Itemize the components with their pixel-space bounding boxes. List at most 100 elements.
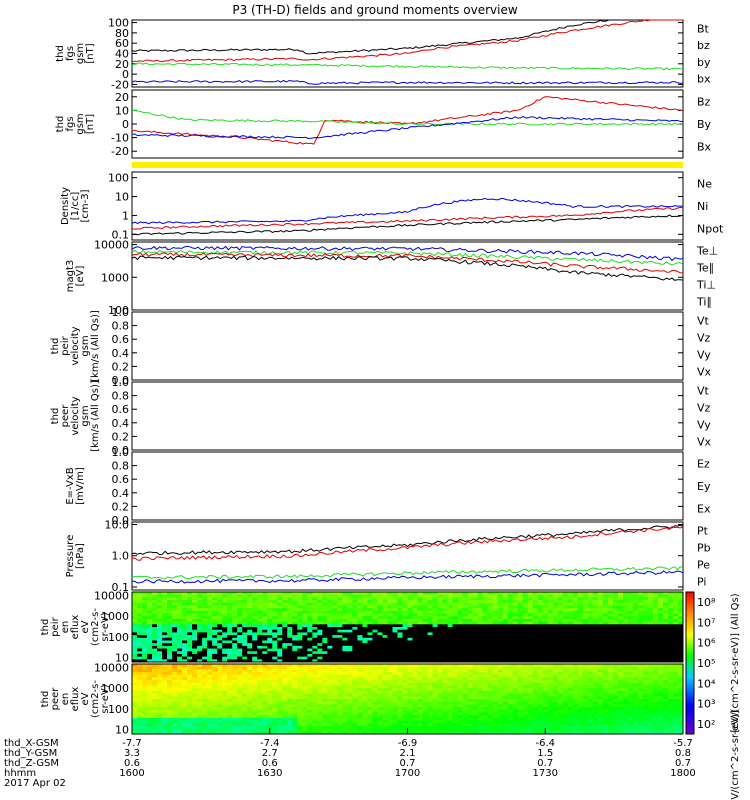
heat-cell (192, 632, 198, 636)
heat-cell (427, 651, 434, 655)
heat-cell (197, 616, 203, 620)
heat-cell (177, 725, 183, 730)
heat-cell (407, 693, 414, 697)
heat-cell (537, 605, 544, 609)
heat-cell (347, 602, 353, 606)
heat-cell (162, 648, 168, 652)
heat-cell (407, 632, 414, 636)
heat-cell (177, 643, 183, 647)
heat-cell (402, 725, 408, 730)
heat-cell (202, 704, 208, 708)
heat-cell (342, 680, 348, 684)
heat-cell (257, 693, 263, 697)
heat-cell (137, 627, 143, 631)
heat-cell (297, 594, 303, 598)
heat-cell (512, 659, 519, 663)
heat-cell (622, 648, 629, 652)
heat-cell (357, 709, 363, 713)
heat-cell (657, 592, 664, 596)
heat-cell (367, 653, 373, 658)
heat-cell (377, 699, 383, 703)
heat-cell (167, 640, 173, 644)
heat-cell (622, 621, 629, 625)
heat-cell (137, 648, 143, 652)
heat-cell (177, 605, 183, 609)
heat-cell (212, 635, 218, 639)
heat-cell (352, 651, 358, 655)
heat-cell (447, 624, 454, 628)
heat-cell (237, 605, 243, 609)
heat-cell (407, 645, 414, 650)
heat-cell (342, 712, 348, 716)
heat-cell (447, 672, 454, 676)
heat-cell (287, 629, 293, 633)
heat-cell (327, 693, 333, 697)
heat-cell (532, 592, 539, 596)
heat-cell (262, 666, 268, 670)
heat-cell (367, 731, 373, 735)
heat-cell (152, 688, 158, 692)
heat-cell (402, 685, 408, 689)
legend-Ti⊥: Ti⊥ (696, 279, 716, 292)
heat-cell (577, 624, 584, 628)
heat-cell (367, 709, 373, 713)
heat-cell (332, 618, 338, 623)
heat-cell (607, 648, 614, 652)
heat-cell (412, 709, 419, 713)
heat-cell (142, 600, 148, 604)
heat-cell (357, 712, 363, 716)
heat-cell (307, 696, 313, 700)
heat-cell (247, 690, 253, 695)
heat-cell (137, 699, 143, 703)
heat-cell (517, 627, 524, 631)
heat-cell (272, 602, 278, 606)
heat-cell (477, 688, 484, 692)
heat-cell (457, 680, 464, 684)
heat-cell (172, 645, 178, 650)
heat-cell (677, 651, 684, 655)
heat-cell (622, 613, 629, 617)
heat-cell (132, 610, 138, 615)
heat-cell (167, 616, 173, 620)
heat-cell (487, 674, 494, 678)
heat-cell (262, 709, 268, 713)
heat-cell (152, 666, 158, 670)
heat-cell (382, 704, 388, 708)
heat-cell (442, 648, 449, 652)
heat-cell (607, 624, 614, 628)
heat-cell (432, 688, 439, 692)
heat-cell (452, 629, 459, 633)
heat-cell (302, 728, 308, 732)
heat-cell (447, 696, 454, 700)
heat-cell (492, 648, 499, 652)
heat-cell (257, 725, 263, 730)
heat-cell (552, 629, 559, 633)
heat-cell (232, 682, 238, 687)
heat-cell (602, 648, 609, 652)
heat-cell (177, 717, 183, 722)
heat-cell (192, 629, 198, 633)
heat-cell (417, 621, 424, 625)
heat-cell (212, 709, 218, 713)
heat-cell (232, 653, 238, 658)
heat-cell (142, 608, 148, 612)
heat-cell (487, 701, 494, 705)
heat-cell (582, 659, 589, 663)
legend-bz: bz (697, 39, 710, 52)
heat-cell (492, 616, 499, 620)
heat-cell (347, 731, 353, 735)
heat-cell (222, 674, 228, 678)
heat-cell (452, 645, 459, 650)
heat-cell (207, 672, 213, 676)
heat-cell (592, 605, 599, 609)
heat-cell (197, 696, 203, 700)
heat-cell (342, 656, 348, 660)
heat-cell (582, 632, 589, 636)
heat-cell (207, 594, 213, 598)
heat-cell (522, 610, 529, 615)
heat-cell (137, 690, 143, 695)
heat-cell (497, 605, 504, 609)
heat-cell (452, 709, 459, 713)
heat-cell (462, 594, 469, 598)
heat-cell (357, 627, 363, 631)
